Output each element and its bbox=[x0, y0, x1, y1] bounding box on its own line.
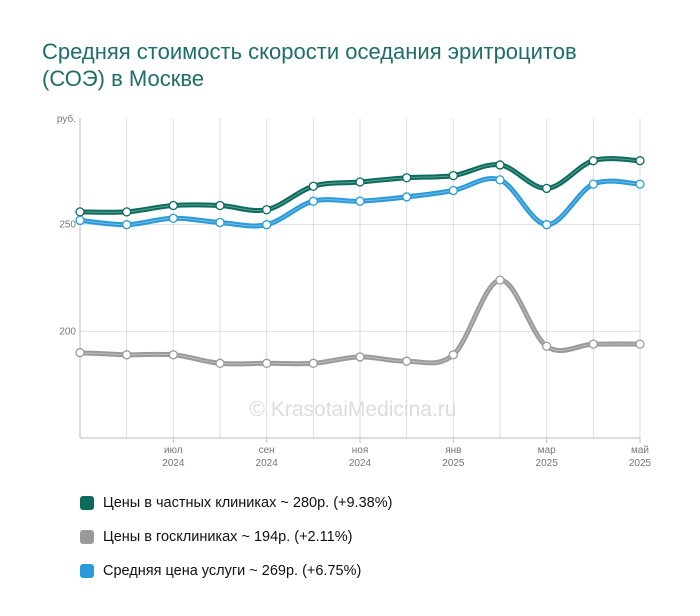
data-point-average[interactable] bbox=[308, 196, 318, 206]
data-point-private[interactable] bbox=[588, 156, 598, 166]
data-point-average[interactable] bbox=[542, 220, 552, 230]
x-tick-label-year: 2024 bbox=[162, 458, 185, 469]
legend-swatch-private bbox=[80, 496, 94, 510]
data-point-public[interactable] bbox=[355, 352, 365, 362]
x-tick-label-year: 2025 bbox=[442, 458, 465, 469]
chart-grid bbox=[80, 118, 641, 438]
x-tick-label-year: 2025 bbox=[536, 458, 559, 469]
data-point-average[interactable] bbox=[635, 179, 645, 189]
data-point-private[interactable] bbox=[215, 200, 225, 211]
data-point-average[interactable] bbox=[355, 196, 365, 206]
data-point-public[interactable] bbox=[215, 358, 225, 368]
data-point-average[interactable] bbox=[448, 185, 458, 196]
data-point-public[interactable] bbox=[635, 339, 645, 349]
data-point-public[interactable] bbox=[588, 339, 598, 349]
data-point-private[interactable] bbox=[635, 156, 645, 166]
legend-label-private: Цены в частных клиниках ~ 280р. (+9.38%) bbox=[103, 495, 393, 511]
chart-title: Средняя стоимость скорости оседания эрит… bbox=[42, 39, 577, 91]
line-chart: © KrasotaiMedicina.ru 200 250 руб. июл 2024 с… bbox=[57, 113, 652, 469]
x-tick-label-month: сен bbox=[259, 445, 275, 456]
data-point-public[interactable] bbox=[308, 358, 318, 368]
chart-points bbox=[75, 156, 645, 368]
x-tick-label-month: ноя bbox=[352, 445, 369, 456]
data-point-public[interactable] bbox=[122, 350, 132, 360]
data-point-public[interactable] bbox=[168, 350, 178, 360]
data-point-private[interactable] bbox=[168, 200, 178, 211]
data-point-private[interactable] bbox=[355, 177, 365, 187]
data-point-average[interactable] bbox=[495, 175, 505, 185]
x-tick-label-month: май bbox=[631, 445, 649, 456]
x-tick-label-month: янв bbox=[445, 445, 461, 456]
chart-legend: Цены в частных клиниках ~ 280р. (+9.38%)… bbox=[80, 486, 392, 588]
x-tick-label-year: 2024 bbox=[349, 458, 372, 469]
data-point-private[interactable] bbox=[262, 205, 272, 215]
data-point-private[interactable] bbox=[122, 207, 132, 217]
data-point-public[interactable] bbox=[402, 356, 412, 366]
data-point-private[interactable] bbox=[308, 181, 318, 191]
y-tick-label: 250 bbox=[59, 220, 76, 231]
legend-label-average: Средняя цена услуги ~ 269р. (+6.75%) bbox=[103, 563, 362, 579]
data-point-average[interactable] bbox=[122, 220, 132, 230]
watermark-text: © KrasotaiMedicina.ru bbox=[250, 398, 457, 421]
x-tick-label-year: 2025 bbox=[629, 458, 652, 469]
data-point-private[interactable] bbox=[402, 173, 412, 183]
x-tick-label-month: мар bbox=[538, 445, 556, 456]
data-point-average[interactable] bbox=[402, 192, 412, 202]
data-point-average[interactable] bbox=[168, 213, 178, 223]
data-point-private[interactable] bbox=[448, 170, 458, 181]
data-point-public[interactable] bbox=[495, 275, 505, 285]
data-point-average[interactable] bbox=[215, 217, 225, 228]
data-point-average[interactable] bbox=[588, 179, 598, 189]
legend-item-average[interactable]: Средняя цена услуги ~ 269р. (+6.75%) bbox=[80, 554, 392, 588]
legend-item-public[interactable]: Цены в госклиниках ~ 194р. (+2.11%) bbox=[80, 520, 392, 554]
x-tick-label-month: июл bbox=[164, 445, 183, 456]
data-point-average[interactable] bbox=[262, 220, 272, 230]
data-point-private[interactable] bbox=[75, 207, 85, 217]
data-point-private[interactable] bbox=[542, 183, 552, 194]
legend-swatch-average bbox=[80, 564, 94, 578]
y-axis-unit: руб. bbox=[57, 113, 76, 125]
data-point-average[interactable] bbox=[75, 215, 85, 226]
legend-item-private[interactable]: Цены в частных клиниках ~ 280р. (+9.38%) bbox=[80, 486, 392, 520]
data-point-public[interactable] bbox=[262, 358, 272, 368]
data-point-public[interactable] bbox=[75, 348, 85, 358]
legend-swatch-public bbox=[80, 530, 94, 544]
data-point-private[interactable] bbox=[495, 160, 505, 170]
y-tick-label: 200 bbox=[59, 326, 76, 337]
data-point-public[interactable] bbox=[542, 341, 552, 351]
chart-axes: 200 250 руб. июл 2024 сен 2024 ноя 2024 янв 2025 ма… bbox=[57, 113, 652, 469]
legend-label-public: Цены в госклиниках ~ 194р. (+2.11%) bbox=[103, 529, 353, 545]
x-tick-label-year: 2024 bbox=[256, 458, 279, 469]
data-point-public[interactable] bbox=[448, 350, 458, 360]
